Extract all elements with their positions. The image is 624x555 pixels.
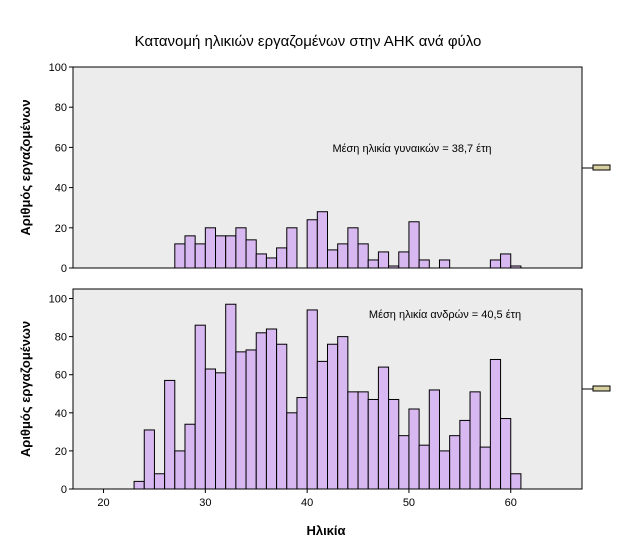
histogram-bar — [418, 259, 430, 269]
histogram-bar — [357, 243, 369, 269]
histogram-bar — [459, 419, 471, 490]
y-tick-label: 100 — [49, 62, 67, 74]
histogram-bar — [327, 343, 339, 490]
histogram-bar — [194, 243, 206, 269]
histogram-bar — [286, 412, 298, 490]
histogram-bar — [438, 259, 451, 269]
strip-marker-icon — [592, 164, 611, 171]
chart-title: Κατανομή ηλικιών εργαζομένων στην ΑΗΚ αν… — [135, 33, 482, 50]
histogram-bar — [225, 235, 237, 269]
histogram-bar — [479, 446, 491, 490]
histogram-bar — [418, 444, 430, 490]
x-axis-label: Ηλικία — [306, 523, 345, 538]
histogram-bar — [194, 324, 206, 490]
x-tick-label: 20 — [97, 497, 109, 509]
histogram-bar — [489, 259, 502, 269]
histogram-bar — [153, 473, 166, 490]
panel-female: 0 20 40 60 80 100 Αριθμός εργαζομένων Μέση ηλικ… — [18, 62, 583, 275]
histogram-bar — [265, 257, 278, 269]
histogram-bar — [276, 247, 288, 269]
panel-male: 0 20 40 60 80 100 Αριθμός εργαζομένων Μέση ηλικ… — [18, 288, 583, 496]
mean-age-annotation: Μέση ηλικία γυναικών = 38,7 έτη — [332, 143, 491, 155]
histogram-bar — [296, 397, 308, 490]
mean-age-annotation: Μέση ηλικία ανδρών = 40,5 έτη — [369, 309, 521, 321]
histogram-bar — [143, 429, 155, 490]
histogram-bar — [327, 249, 339, 269]
histogram-bar — [245, 239, 257, 269]
x-tick-label: 60 — [505, 497, 517, 509]
histogram-bar — [225, 303, 237, 490]
y-tick-label: 40 — [55, 408, 67, 420]
histogram-bar — [510, 265, 522, 269]
histogram-bar — [316, 360, 329, 490]
histogram-bar — [286, 227, 298, 269]
histogram-bar — [316, 211, 329, 269]
x-tick-label: 40 — [301, 497, 313, 509]
histogram-bar — [245, 349, 257, 490]
histogram-bar — [347, 391, 359, 490]
histogram-bar — [408, 221, 420, 269]
y-tick-label: 60 — [55, 142, 67, 154]
panel-male-strip-marker — [582, 385, 611, 392]
histogram-bar — [215, 372, 227, 490]
y-tick-label: 80 — [55, 102, 67, 114]
histogram-bar — [428, 389, 440, 490]
y-axis-label: Αριθμός εργαζομένων — [18, 321, 33, 457]
histogram-bar — [204, 227, 217, 269]
histogram-bar — [377, 251, 390, 269]
histogram-bar — [174, 450, 186, 490]
histogram-bar — [235, 227, 247, 269]
histogram-bar — [184, 235, 196, 269]
y-tick-label: 20 — [55, 223, 67, 235]
y-tick-label: 80 — [55, 332, 67, 344]
histogram-bar — [265, 328, 278, 490]
histogram-bar — [347, 227, 359, 269]
panel-female-strip-marker — [582, 164, 611, 171]
histogram-bar — [510, 473, 522, 490]
histogram-bar — [255, 253, 267, 269]
x-tick-label: 30 — [199, 497, 211, 509]
histogram-bar — [489, 358, 502, 490]
histogram-bar — [184, 423, 196, 490]
x-axis: 20 30 40 50 60 — [97, 489, 517, 509]
y-tick-label: 0 — [61, 484, 67, 496]
histogram-bar — [449, 435, 461, 490]
y-tick-label: 60 — [55, 370, 67, 382]
histogram-bar — [215, 235, 227, 269]
histogram-bar — [388, 265, 400, 269]
histogram-bar — [276, 343, 288, 490]
histogram-bar — [500, 253, 512, 269]
histogram-bar — [367, 259, 379, 269]
histogram-bar — [306, 309, 318, 490]
histogram-bar — [174, 243, 186, 269]
histogram-bar — [438, 450, 451, 490]
y-axis-label: Αριθμός εργαζομένων — [18, 99, 33, 235]
x-tick-label: 50 — [403, 497, 415, 509]
histogram-bar — [398, 435, 410, 490]
strip-marker-icon — [592, 385, 611, 392]
y-tick-label: 100 — [49, 294, 67, 306]
histogram-bar — [337, 336, 349, 490]
histogram-bar — [398, 251, 410, 269]
histogram-bar — [388, 398, 400, 490]
histogram-bar — [337, 243, 349, 269]
histogram-bar — [377, 366, 390, 490]
y-tick-label: 20 — [55, 446, 67, 458]
histogram-bar — [164, 379, 176, 490]
histogram-bar — [235, 351, 247, 490]
histogram-bar — [255, 332, 267, 490]
y-tick-label: 40 — [55, 183, 67, 195]
histogram-bar — [500, 418, 512, 490]
histogram-bar — [204, 368, 217, 490]
y-tick-label: 0 — [61, 263, 67, 275]
histogram-bar — [469, 391, 481, 490]
histogram-bar — [367, 398, 379, 490]
histogram-bar — [357, 391, 369, 490]
histogram-bar — [306, 219, 318, 269]
histogram-bar — [133, 480, 145, 490]
histogram-bar — [408, 408, 420, 490]
